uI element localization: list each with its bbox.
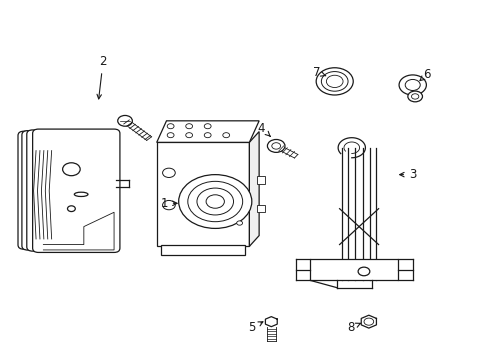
Circle shape: [185, 124, 192, 129]
Circle shape: [62, 163, 80, 176]
Circle shape: [187, 181, 242, 222]
Text: 2: 2: [97, 55, 106, 99]
Circle shape: [236, 221, 242, 225]
Circle shape: [363, 318, 373, 325]
Circle shape: [407, 91, 422, 102]
Circle shape: [321, 72, 347, 91]
Circle shape: [204, 124, 211, 129]
Bar: [161, 244, 244, 255]
FancyBboxPatch shape: [22, 131, 109, 250]
Circle shape: [167, 133, 174, 138]
Polygon shape: [265, 317, 277, 327]
FancyBboxPatch shape: [18, 131, 105, 249]
Circle shape: [162, 201, 175, 210]
Polygon shape: [249, 132, 259, 246]
Circle shape: [398, 75, 426, 95]
Circle shape: [316, 68, 352, 95]
Bar: [256, 176, 265, 184]
Bar: [256, 205, 265, 212]
Text: 1: 1: [160, 197, 177, 210]
Circle shape: [411, 94, 418, 99]
Bar: [310, 259, 397, 280]
Text: 4: 4: [257, 122, 270, 136]
Circle shape: [325, 75, 343, 87]
Text: 5: 5: [247, 321, 263, 334]
Circle shape: [178, 175, 251, 228]
Circle shape: [223, 133, 229, 138]
Circle shape: [271, 143, 280, 149]
Circle shape: [267, 139, 285, 152]
Circle shape: [118, 116, 132, 126]
Circle shape: [197, 188, 233, 215]
FancyBboxPatch shape: [27, 130, 114, 251]
Text: 7: 7: [312, 66, 325, 79]
Circle shape: [67, 206, 75, 212]
Text: 6: 6: [419, 68, 430, 81]
Circle shape: [205, 195, 224, 208]
Circle shape: [162, 168, 175, 177]
Bar: [157, 142, 249, 246]
Polygon shape: [361, 315, 376, 328]
Circle shape: [167, 124, 174, 129]
Polygon shape: [157, 121, 259, 142]
Circle shape: [204, 133, 211, 138]
FancyBboxPatch shape: [33, 129, 120, 252]
Circle shape: [357, 267, 369, 276]
Text: 8: 8: [346, 321, 360, 334]
Text: 3: 3: [399, 168, 416, 181]
Circle shape: [185, 133, 192, 138]
Ellipse shape: [74, 192, 88, 197]
Circle shape: [405, 80, 419, 90]
